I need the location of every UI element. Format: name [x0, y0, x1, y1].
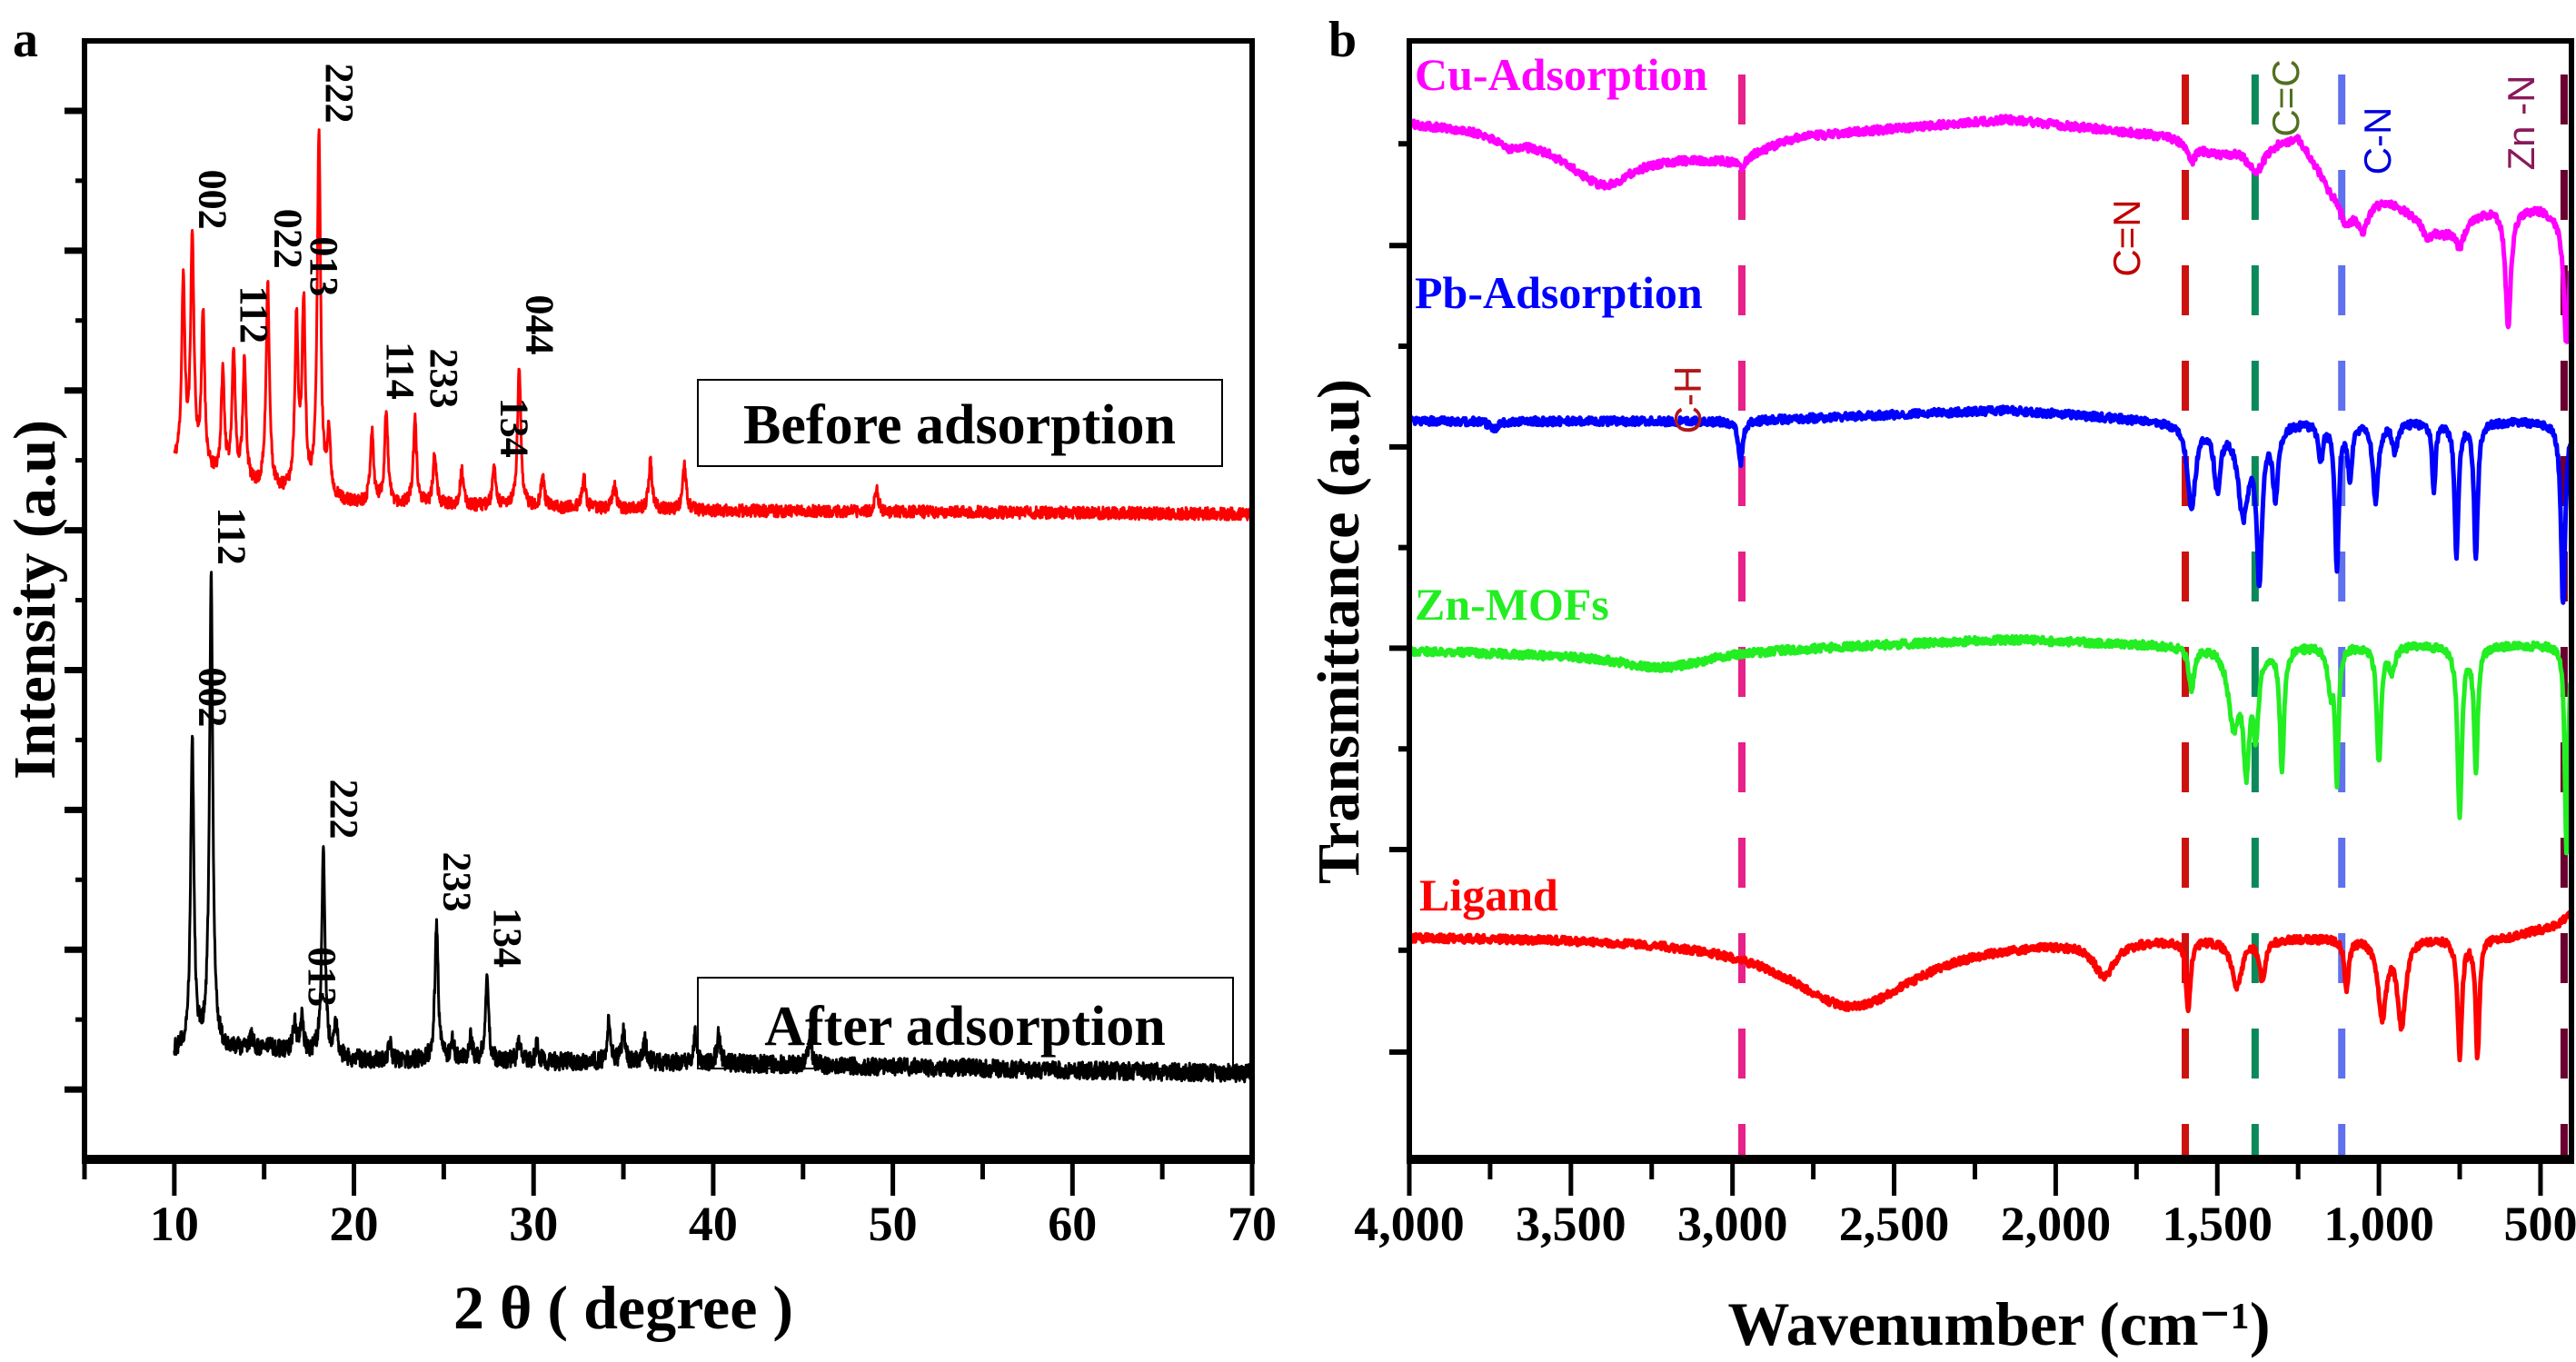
peak-label: 002 — [191, 170, 235, 230]
series-label-zn-mofs: Zn-MOFs — [1415, 579, 1609, 630]
after-adsorption-legend-box — [697, 977, 1234, 1069]
ftir-curve-cu-adsorption — [1407, 114, 2573, 344]
peak-label: 134 — [485, 908, 530, 968]
peak-label: 002 — [191, 667, 235, 727]
band-label: C-H — [1666, 366, 1709, 434]
ftir-curves — [1407, 114, 2573, 1063]
x-tick-label-b: 3,000 — [1677, 1197, 1788, 1251]
peak-label: 222 — [317, 64, 362, 124]
ftir-curve-ligand — [1407, 910, 2573, 1063]
peak-label: 044 — [517, 295, 562, 355]
ftir-axes: 4,000 3,500 3,000 2,500 2,000 1,500 1,000 500 — [1354, 38, 2576, 1251]
x-tick-label-a: 40 — [689, 1197, 738, 1251]
x-axis-label-b: Wavenumber (cm⁻¹) — [1727, 1289, 2270, 1358]
x-axis-label-a: 2 θ ( degree ) — [453, 1273, 793, 1342]
peak-label: 013 — [302, 236, 346, 296]
x-tick-label-a: 10 — [150, 1197, 199, 1251]
band-label: Zn -N — [2500, 75, 2542, 171]
xrd-peak-labels: 0021120220132221142331340440021120132222… — [191, 64, 562, 1007]
before-adsorption-legend: Before adsorption — [743, 394, 1176, 456]
peak-label: 233 — [435, 852, 480, 912]
peak-label: 233 — [422, 349, 466, 409]
x-tick-label-a: 70 — [1228, 1197, 1277, 1251]
band-label: C-N — [2356, 107, 2399, 175]
xrd-curve-before — [173, 128, 1254, 522]
before-adsorption-legend-box — [697, 379, 1223, 467]
x-tick-label-a: 30 — [509, 1197, 558, 1251]
y-axis-label-a: Intensity (a.u) — [2, 420, 68, 780]
peak-label: 114 — [378, 342, 423, 400]
peak-label: 022 — [266, 209, 311, 269]
band-labels: C-H C=N C=C C-N Zn -N — [1666, 59, 2542, 433]
x-tick-label-a: 50 — [869, 1197, 918, 1251]
y-axis-label-b: Transmittance (a.u) — [1306, 379, 1372, 884]
x-tick-label-a: 60 — [1048, 1197, 1097, 1251]
xrd-axes: 10 20 30 40 50 60 70 — [65, 38, 1277, 1251]
x-tick-label-a: 20 — [330, 1197, 379, 1251]
panel-label-b: b — [1328, 12, 1357, 68]
peak-label: 134 — [492, 398, 537, 458]
peak-label: 222 — [322, 780, 366, 840]
series-label-pb-adsorption: Pb-Adsorption — [1415, 267, 1703, 318]
series-label-ligand: Ligand — [1419, 870, 1558, 920]
x-tick-label-b: 4,000 — [1354, 1197, 1465, 1251]
panel-a-xrd: a 00211202201322211423313404400211201322… — [2, 12, 1277, 1342]
peak-label: 013 — [300, 947, 344, 1007]
peak-label: 112 — [209, 507, 254, 565]
x-tick-label-b: 3,500 — [1516, 1197, 1626, 1251]
band-label: C=N — [2105, 199, 2148, 276]
x-tick-label-b: 1,500 — [2163, 1197, 2273, 1251]
ftir-curve-zn-mofs — [1407, 633, 2573, 856]
after-adsorption-legend: After adsorption — [764, 996, 1165, 1058]
x-tick-label-b: 2,500 — [1839, 1197, 1950, 1251]
series-label-cu-adsorption: Cu-Adsorption — [1415, 49, 1707, 100]
peak-label: 112 — [232, 286, 276, 344]
x-tick-label-b: 500 — [2503, 1197, 2576, 1251]
panel-b-ftir: b C-H C=N C=C C-N Zn -N Cu-Adsorption Pb-Ads… — [1306, 12, 2576, 1358]
panel-label-a: a — [13, 12, 38, 68]
x-tick-label-b: 1,000 — [2323, 1197, 2434, 1251]
x-tick-label-b: 2,000 — [2001, 1197, 2112, 1251]
ftir-curve-pb-adsorption — [1407, 404, 2573, 605]
band-label: C=C — [2264, 59, 2307, 136]
